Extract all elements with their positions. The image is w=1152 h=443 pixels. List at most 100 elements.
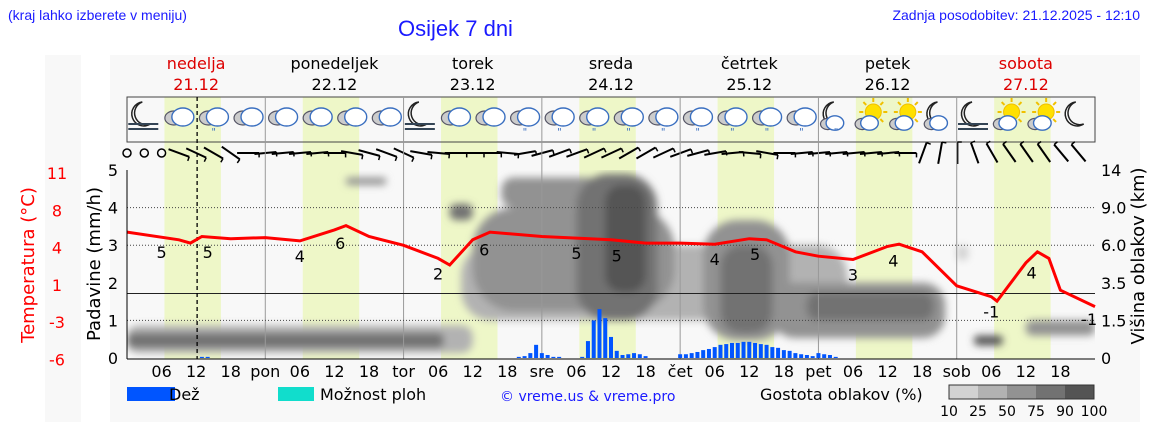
wind-feather (1037, 140, 1042, 145)
rain-swatch (127, 387, 175, 401)
legend-rain: Dež (169, 385, 200, 404)
cloud-shape (894, 115, 914, 131)
cloud-shape (825, 115, 845, 131)
day-date: 21.12 (173, 75, 219, 94)
wind-feather (1002, 140, 1008, 145)
altitude-tick: 14 (1101, 161, 1121, 180)
left-panel (45, 55, 81, 422)
copyright-link[interactable]: © vreme.us & vreme.pro (500, 389, 675, 405)
cloud-icon (302, 107, 333, 127)
temperature-line (126, 223, 1096, 308)
wind-shaft (704, 150, 727, 156)
precip-tick: 0 (108, 349, 118, 368)
wind-feather (552, 149, 555, 155)
wind-shaft (756, 150, 779, 156)
location-hint: (kraj lahko izberete v meniju) (8, 7, 187, 23)
cloud-shape (586, 107, 610, 127)
day-date: 22.12 (312, 75, 358, 94)
wind-barb-icon (985, 140, 999, 164)
sun-ray (1052, 118, 1057, 123)
wind-shaft (842, 151, 865, 155)
cloud-drizzle-icon: " (682, 107, 714, 138)
wind-barb-icon (937, 141, 947, 165)
wind-barb-icon (956, 141, 962, 164)
sun-cloud-icon (1027, 98, 1061, 131)
sun-ray (1017, 101, 1023, 106)
cloud-shape (793, 107, 817, 127)
wind-feather (672, 148, 676, 153)
precipitation-bar (614, 350, 619, 358)
density-tick: 90 (1056, 404, 1074, 420)
precipitation-bar (810, 356, 815, 358)
temperature-label: 6 (479, 241, 489, 260)
wind-feather (1070, 141, 1076, 146)
cloud-density-blob (974, 335, 1003, 346)
wind-shaft (790, 151, 813, 155)
wind-feather (1019, 140, 1025, 145)
temperature-label: 5 (612, 246, 622, 265)
wind-feather (377, 155, 381, 161)
precipitation-bar (683, 354, 688, 358)
wind-shaft (375, 148, 398, 158)
wind-shaft (969, 142, 980, 164)
day-name: nedelja (167, 54, 226, 73)
wind-shaft (618, 146, 639, 160)
cloud-drizzle-icon: " (717, 107, 748, 138)
wind-barb-icon (1036, 140, 1052, 163)
drizzle-mark: " (211, 127, 216, 138)
temperature-label: 5 (203, 243, 213, 262)
cloud-icon (233, 107, 264, 127)
cloud-shape (758, 107, 783, 127)
cloud-shape (447, 107, 472, 127)
wind-barb-icon (618, 146, 642, 160)
precipitation-bar (689, 353, 694, 358)
precip-tick: 1 (108, 311, 118, 330)
temperature-label: 4 (295, 247, 305, 266)
time-tick: 06 (428, 362, 448, 381)
cloud-shape (171, 107, 195, 127)
legend: Dež Možnost ploh © vreme.us & vreme.pro … (127, 384, 1107, 420)
sun-ray (879, 101, 884, 106)
precipitation-bar (793, 353, 798, 358)
drizzle-mark: " (661, 127, 666, 138)
icon-row-frame (126, 96, 1096, 143)
density-swatch (978, 385, 1007, 399)
wind-feather (361, 154, 364, 160)
precipitation-bar (706, 348, 711, 358)
precipitation-bar (712, 347, 717, 358)
wind-shaft (687, 149, 709, 157)
cloud-drizzle-icon: " (648, 107, 679, 138)
wind-shaft (221, 145, 241, 161)
daylight-band (164, 97, 221, 359)
time-tick: 06 (843, 362, 863, 381)
time-tick: čet (668, 362, 693, 381)
cloud-icon (337, 107, 368, 127)
precipitation-bar (557, 356, 562, 358)
precipitation-bar (580, 356, 585, 358)
cloud-drizzle-icon: " (544, 107, 575, 138)
cloud-shape (689, 107, 714, 127)
cloud-shape (344, 107, 368, 127)
drizzle-mark: " (765, 127, 770, 138)
temperature-label: 6 (335, 234, 345, 253)
wind-barb-icon (918, 141, 931, 164)
precipitation-bar (637, 354, 642, 358)
time-tick: 18 (774, 362, 794, 381)
wind-feather (586, 148, 590, 154)
temp-tick: -6 (49, 351, 65, 370)
grid-lines (127, 97, 1095, 359)
precipitation-bar (747, 341, 752, 358)
wind-shaft (566, 148, 588, 158)
wind-feather (926, 141, 931, 145)
moon-cloud-drizzle-icon: " (819, 101, 845, 138)
precipitation-bar (597, 309, 602, 358)
legend-showers: Možnost ploh (320, 385, 426, 404)
wind-shaft (1019, 143, 1034, 163)
drizzle-mark: " (799, 127, 804, 138)
sun-ray (862, 101, 867, 106)
time-tick: sre (530, 362, 554, 381)
wind-shaft (410, 150, 433, 156)
altitude-tick: 3.5 (1101, 274, 1126, 293)
cloud-drizzle-icon: " (751, 107, 783, 138)
